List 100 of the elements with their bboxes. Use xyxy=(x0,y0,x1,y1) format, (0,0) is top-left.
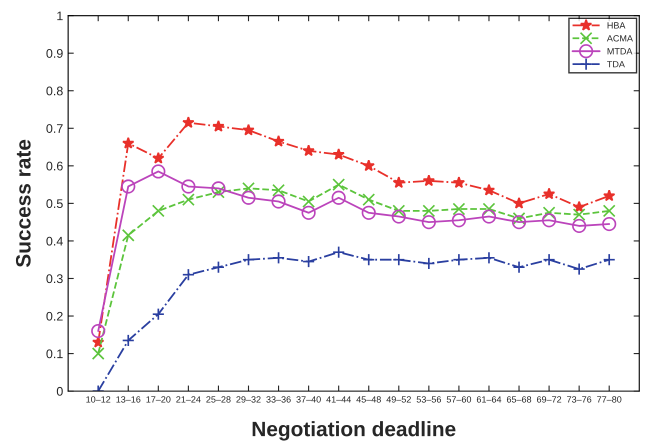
point xyxy=(603,189,616,202)
point xyxy=(452,213,466,228)
y-axis-title: Success rate xyxy=(16,140,31,268)
y-tick-label: 0.4 xyxy=(46,236,63,246)
x-tick-label: 65–68 xyxy=(506,396,532,403)
point xyxy=(182,268,195,282)
x-tick-label: 69–72 xyxy=(536,396,562,403)
point xyxy=(482,184,496,196)
legend-label: MTDA xyxy=(608,48,632,54)
point xyxy=(452,176,466,188)
point xyxy=(512,215,526,230)
point xyxy=(332,178,346,191)
x-tick-label: 45–48 xyxy=(356,396,381,403)
point xyxy=(362,206,376,220)
x-tick-label: 25–28 xyxy=(206,396,231,403)
point xyxy=(362,193,376,206)
point xyxy=(92,347,105,360)
point xyxy=(242,182,255,195)
point xyxy=(272,135,285,147)
point xyxy=(332,148,345,160)
point xyxy=(542,206,556,220)
point xyxy=(452,202,466,216)
x-tick-label: 21–24 xyxy=(176,396,201,403)
point xyxy=(332,246,346,259)
y-tick-label: 1 xyxy=(57,12,63,20)
point xyxy=(121,179,136,194)
point xyxy=(572,208,586,222)
point xyxy=(152,308,165,321)
point xyxy=(332,190,346,205)
point xyxy=(392,209,406,224)
x-tick-label: 29–32 xyxy=(236,396,261,403)
x-tick-label: 33–36 xyxy=(266,396,291,403)
point xyxy=(482,209,496,224)
point xyxy=(512,212,526,225)
point xyxy=(302,206,316,220)
point xyxy=(152,152,164,164)
point xyxy=(271,194,286,209)
y-tick-label: 0 xyxy=(56,386,63,396)
point xyxy=(572,218,586,233)
point xyxy=(302,255,316,268)
point xyxy=(422,215,436,230)
point xyxy=(151,164,166,179)
point xyxy=(152,204,165,218)
y-tick-label: 0.2 xyxy=(46,312,63,321)
point xyxy=(482,202,496,216)
x-tick-label: 37–40 xyxy=(296,396,321,403)
point xyxy=(212,120,225,132)
point xyxy=(422,204,436,218)
point xyxy=(212,260,225,274)
legend-label: TDA xyxy=(607,61,625,68)
y-tick-label: 0.1 xyxy=(46,349,63,358)
point xyxy=(302,144,315,156)
x-axis-title: Negotiation deadline xyxy=(252,421,456,441)
point xyxy=(422,257,436,270)
point xyxy=(573,200,586,212)
point xyxy=(482,251,496,264)
point xyxy=(542,188,556,200)
point xyxy=(602,216,616,232)
point xyxy=(272,251,285,264)
y-tick-label: 0.7 xyxy=(46,124,63,133)
point xyxy=(211,181,226,196)
point xyxy=(392,204,406,218)
legend-label: ACMA xyxy=(606,35,633,42)
legend-label: HBA xyxy=(608,22,626,29)
x-tick-label: 49–52 xyxy=(386,396,411,403)
point xyxy=(212,186,225,199)
point xyxy=(242,253,255,266)
x-tick-label: 77–80 xyxy=(597,396,622,403)
point xyxy=(272,184,285,197)
point xyxy=(602,253,616,266)
point xyxy=(542,213,556,228)
point xyxy=(392,253,406,266)
point xyxy=(452,253,466,266)
y-tick-label: 0.3 xyxy=(46,274,63,284)
point xyxy=(242,124,255,136)
point xyxy=(392,176,405,188)
point xyxy=(241,190,256,205)
point xyxy=(122,136,134,149)
x-tick-label: 73–76 xyxy=(567,396,592,403)
x-tick-label: 53–56 xyxy=(416,396,442,403)
point xyxy=(362,253,376,266)
point xyxy=(302,195,316,208)
point xyxy=(122,334,135,347)
x-tick-label: 17–20 xyxy=(146,396,171,403)
point xyxy=(422,174,435,186)
x-tick-label: 13–16 xyxy=(116,396,140,403)
point xyxy=(122,228,135,242)
point xyxy=(512,260,526,274)
x-tick-label: 61–64 xyxy=(476,396,502,403)
point xyxy=(572,262,586,276)
point xyxy=(512,196,526,209)
x-tick-label: 41–44 xyxy=(326,396,351,403)
x-tick-label: 57–60 xyxy=(446,396,472,403)
point xyxy=(182,193,195,206)
y-tick-label: 0.8 xyxy=(46,86,63,96)
x-tick-label: 10–12 xyxy=(86,396,110,403)
point xyxy=(542,253,556,266)
point xyxy=(91,324,106,338)
y-tick-label: 0.5 xyxy=(46,199,63,208)
point xyxy=(182,116,194,128)
